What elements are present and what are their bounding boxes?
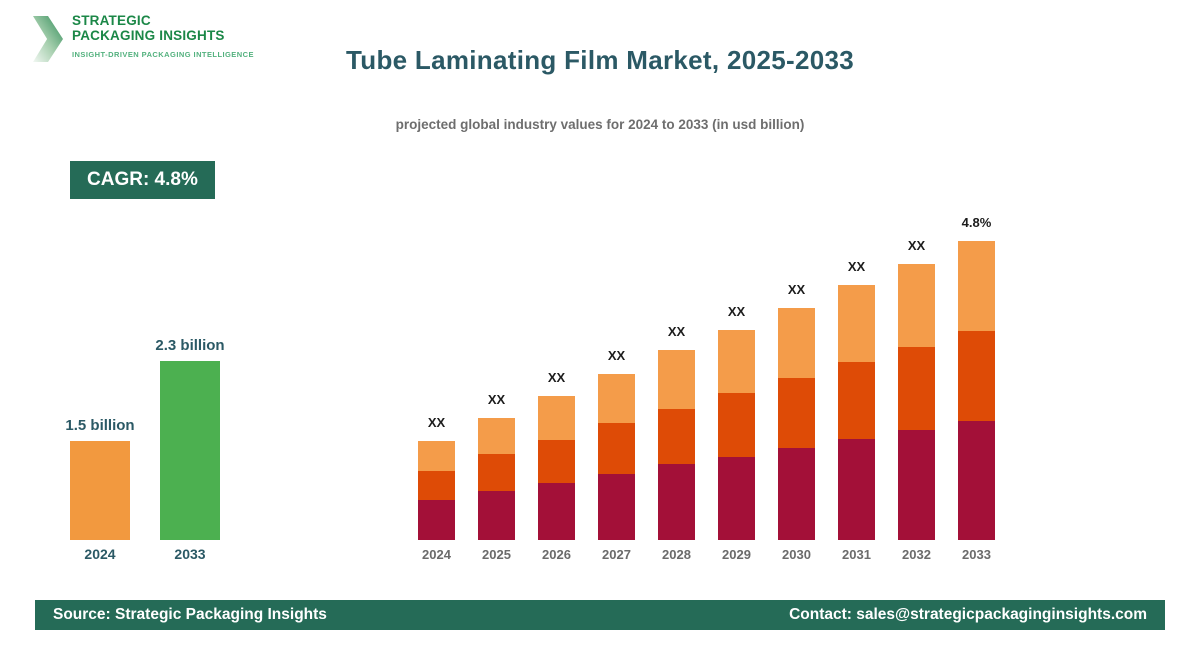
stacked-bar-group: 4.8% 2033 — [958, 215, 995, 562]
bar-stack — [418, 441, 455, 540]
mini-chart: 1.5 billion 2024 2.3 billion 2033 — [65, 325, 224, 562]
logo-tagline: INSIGHT-DRIVEN PACKAGING INTELLIGENCE — [72, 50, 254, 59]
top-segment — [718, 330, 755, 393]
stacked-bar-group: XX 2024 — [418, 415, 455, 562]
top-segment — [658, 350, 695, 409]
footer-contact: Contact: sales@strategicpackaginginsight… — [789, 606, 1147, 623]
bottom-segment — [778, 448, 815, 540]
middle-segment — [778, 378, 815, 448]
bar-year-label: 2024 — [422, 547, 451, 562]
top-segment — [598, 374, 635, 423]
bar-stack — [898, 264, 935, 540]
brand-logo: STRATEGIC PACKAGING INSIGHTS INSIGHT-DRI… — [33, 13, 254, 62]
bar-top-label: XX — [487, 392, 506, 407]
mini-bar-value-label: 1.5 billion — [65, 417, 135, 434]
middle-segment — [658, 409, 695, 464]
bar-top-label: XX — [847, 259, 866, 274]
stacked-bar-group: XX 2031 — [838, 259, 875, 562]
bottom-segment — [958, 421, 995, 540]
bottom-segment — [598, 474, 635, 540]
stacked-bar-group: XX 2030 — [778, 282, 815, 562]
bar-top-label: XX — [667, 324, 686, 339]
mini-bar-value-label: 2.3 billion — [155, 337, 225, 354]
logo-line-2: PACKAGING INSIGHTS — [72, 28, 225, 43]
bar-top-label: XX — [427, 415, 446, 430]
top-segment — [898, 264, 935, 347]
middle-segment — [538, 440, 575, 483]
top-segment — [778, 308, 815, 378]
bar-top-label: 4.8% — [961, 215, 992, 230]
stacked-bar-group: XX 2026 — [538, 370, 575, 562]
top-segment — [478, 418, 515, 454]
bar-year-label: 2030 — [782, 547, 811, 562]
middle-segment — [718, 393, 755, 457]
top-segment — [538, 396, 575, 440]
mini-bar-year-label: 2024 — [84, 546, 116, 562]
mini-bar-group: 2.3 billion 2033 — [155, 337, 224, 562]
top-segment — [958, 241, 995, 331]
logo-text: STRATEGIC PACKAGING INSIGHTS INSIGHT-DRI… — [72, 13, 254, 59]
middle-segment — [418, 471, 455, 500]
bar-year-label: 2031 — [842, 547, 871, 562]
bar-year-label: 2026 — [542, 547, 571, 562]
bar-stack — [658, 350, 695, 540]
top-segment — [838, 285, 875, 362]
mini-bar-year-label: 2033 — [174, 546, 206, 562]
bar-year-label: 2029 — [722, 547, 751, 562]
stacked-bar-group: XX 2028 — [658, 324, 695, 562]
middle-segment — [478, 454, 515, 491]
bar-stack — [838, 285, 875, 540]
footer-bar: Source: Strategic Packaging Insights Con… — [35, 600, 1165, 630]
bottom-segment — [418, 500, 455, 540]
page-subtitle: projected global industry values for 202… — [395, 117, 805, 132]
bottom-segment — [478, 491, 515, 540]
bar-stack — [718, 330, 755, 540]
bar-year-label: 2033 — [962, 547, 991, 562]
middle-segment — [898, 347, 935, 430]
mini-bar-group: 1.5 billion 2024 — [65, 417, 134, 562]
stacked-bar-group: XX 2027 — [598, 348, 635, 562]
bar-top-label: XX — [787, 282, 806, 297]
bar-top-label: XX — [727, 304, 746, 319]
bottom-segment — [718, 457, 755, 540]
logo-line-1: STRATEGIC — [72, 13, 151, 28]
bottom-segment — [538, 483, 575, 540]
bar-year-label: 2027 — [602, 547, 631, 562]
middle-segment — [838, 362, 875, 439]
bar-stack — [778, 308, 815, 540]
bottom-segment — [658, 464, 695, 540]
middle-segment — [958, 331, 995, 421]
middle-segment — [598, 423, 635, 474]
bar-stack — [598, 374, 635, 540]
page-title: Tube Laminating Film Market, 2025-2033 — [346, 45, 854, 75]
top-segment — [418, 441, 455, 471]
stacked-bar-group: XX 2032 — [898, 238, 935, 562]
bar-year-label: 2028 — [662, 547, 691, 562]
mini-bar — [70, 441, 130, 540]
cagr-badge: CAGR: 4.8% — [70, 161, 215, 199]
bottom-segment — [898, 430, 935, 540]
bottom-segment — [838, 439, 875, 540]
bar-top-label: XX — [607, 348, 626, 363]
footer-source: Source: Strategic Packaging Insights — [53, 606, 327, 623]
bar-year-label: 2025 — [482, 547, 511, 562]
bar-year-label: 2032 — [902, 547, 931, 562]
bar-top-label: XX — [547, 370, 566, 385]
mini-bar — [160, 361, 220, 540]
bar-stack — [478, 418, 515, 540]
bar-stack — [958, 241, 995, 540]
bar-top-label: XX — [907, 238, 926, 253]
main-chart: XX 2024 XX 2025 XX 2026 XX 2027 XX 2028 XX 2029 XX 20… — [418, 200, 995, 562]
bar-stack — [538, 396, 575, 540]
stacked-bar-group: XX 2029 — [718, 304, 755, 562]
stacked-bar-group: XX 2025 — [478, 392, 515, 562]
